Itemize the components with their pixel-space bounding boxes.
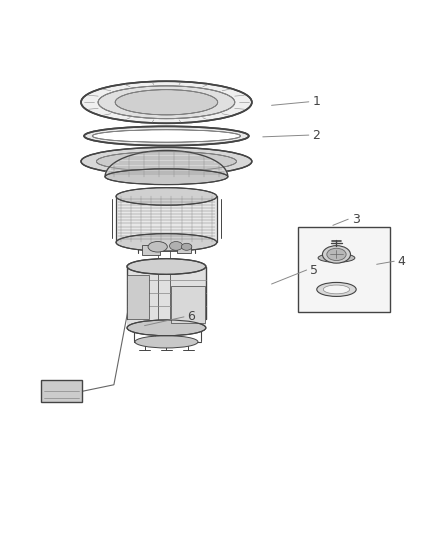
Ellipse shape	[81, 147, 252, 175]
Text: 4: 4	[398, 255, 406, 268]
Polygon shape	[105, 150, 228, 177]
Text: 6: 6	[187, 310, 195, 324]
Ellipse shape	[322, 246, 350, 263]
Ellipse shape	[317, 282, 356, 296]
Bar	[116, 197, 217, 243]
Ellipse shape	[181, 243, 192, 251]
Bar	[177, 246, 191, 253]
Ellipse shape	[323, 285, 350, 294]
Ellipse shape	[318, 254, 355, 262]
Ellipse shape	[98, 86, 235, 119]
Bar	[41, 381, 82, 402]
Ellipse shape	[92, 130, 240, 142]
Ellipse shape	[96, 151, 237, 171]
Bar	[127, 275, 148, 319]
Text: 2: 2	[312, 128, 320, 142]
Ellipse shape	[127, 320, 206, 336]
Bar	[127, 266, 206, 328]
Text: 3: 3	[352, 213, 360, 225]
Text: 1: 1	[312, 95, 320, 108]
Ellipse shape	[170, 241, 183, 251]
Ellipse shape	[105, 169, 228, 184]
Ellipse shape	[115, 90, 218, 115]
Ellipse shape	[84, 126, 249, 146]
Bar	[142, 245, 160, 255]
Ellipse shape	[81, 81, 252, 123]
Ellipse shape	[327, 248, 346, 261]
Text: 5: 5	[310, 263, 318, 277]
Ellipse shape	[116, 188, 217, 205]
Bar	[298, 227, 390, 312]
Ellipse shape	[127, 259, 206, 274]
Ellipse shape	[148, 241, 167, 252]
Ellipse shape	[135, 336, 198, 348]
Ellipse shape	[116, 233, 217, 251]
Bar	[171, 286, 205, 324]
